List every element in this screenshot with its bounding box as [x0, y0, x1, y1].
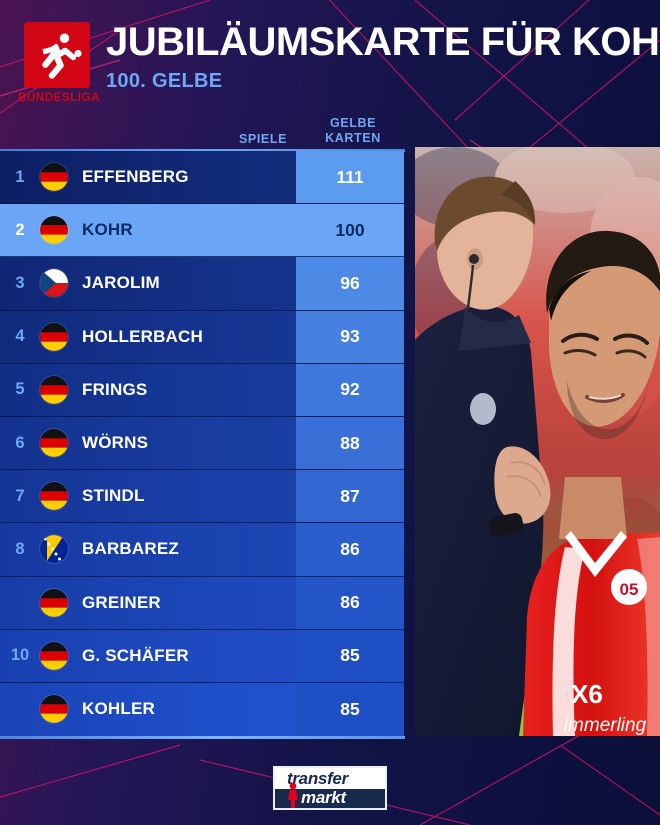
- table-row[interactable]: 2KOHR311100: [0, 204, 404, 258]
- svg-text:immerling: immerling: [564, 715, 647, 736]
- table-row[interactable]: 1EFFENBERG370111: [0, 151, 404, 205]
- player-name: KOHR: [82, 220, 133, 240]
- table-row[interactable]: GREINER33086: [0, 576, 404, 630]
- transfermarkt-figure-icon: [288, 782, 298, 808]
- column-header-games: SPIELE: [238, 132, 288, 146]
- bundesliga-logo: BUNDESLIGA: [18, 22, 101, 104]
- cards-value: 86: [296, 576, 404, 629]
- flag-icon: [40, 216, 68, 245]
- table-bottom-divider: [0, 736, 405, 739]
- table-row[interactable]: 4HOLLERBACH22393: [0, 310, 404, 364]
- cards-value: 100: [296, 204, 404, 257]
- flag-icon: [40, 375, 68, 404]
- column-header-cards-line1: GELBE: [329, 116, 377, 130]
- cards-value: 111: [296, 151, 404, 204]
- player-name: STINDL: [82, 486, 145, 506]
- cards-value: 86: [296, 523, 404, 576]
- row-rank: 3: [15, 273, 25, 292]
- row-rank: 5: [15, 380, 25, 399]
- row-rank: 8: [15, 539, 25, 558]
- player-name: JAROLIM: [82, 273, 160, 293]
- row-rank: 4: [15, 327, 25, 346]
- player-name: BARBAREZ: [82, 539, 179, 559]
- flag-icon: [40, 588, 68, 617]
- ranking-table: 1EFFENBERG3701112KOHR3111003JAROLIM31896…: [0, 151, 404, 737]
- header: BUNDESLIGA JUBILÄUMSKARTE FÜR KOHR 100. …: [0, 0, 660, 118]
- transfermarkt-logo-band: [275, 767, 385, 789]
- page-subtitle: 100. GELBE: [106, 70, 223, 92]
- row-rank: 2: [15, 220, 25, 239]
- column-header-cards-line2: KARTEN: [325, 131, 381, 145]
- table-row[interactable]: 10G. SCHÄFER37385: [0, 629, 404, 683]
- page-title: JUBILÄUMSKARTE FÜR KOHR: [106, 20, 660, 64]
- svg-text:X6: X6: [571, 679, 603, 709]
- cards-value: 96: [296, 257, 404, 310]
- cards-value: 85: [296, 629, 404, 682]
- cards-value: 88: [296, 416, 404, 470]
- cards-value: 93: [296, 310, 404, 363]
- flag-icon: [40, 482, 68, 511]
- header-titles: JUBILÄUMSKARTE FÜR KOHR 100. GELBE: [106, 18, 660, 93]
- table-row[interactable]: 6WÖRNS46988: [0, 416, 404, 471]
- bundesliga-wordmark: BUNDESLIGA: [18, 92, 101, 104]
- player-name: HOLLERBACH: [82, 326, 203, 346]
- player-name: GREINER: [82, 592, 161, 612]
- transfermarkt-logo-line1: transfer: [287, 768, 348, 788]
- cards-value: 92: [296, 363, 404, 416]
- table-row[interactable]: 8BARBAREZ33086: [0, 523, 404, 577]
- player-name: EFFENBERG: [82, 167, 189, 187]
- column-header-cards: GELBE KARTEN: [305, 116, 401, 146]
- player-name: G. SCHÄFER: [82, 645, 189, 665]
- flag-icon: [40, 429, 68, 458]
- transfermarkt-logo-line2: markt: [301, 787, 346, 807]
- table-row[interactable]: 3JAROLIM31896: [0, 257, 404, 311]
- flag-icon: [40, 269, 68, 298]
- cards-value: 85: [296, 682, 404, 737]
- svg-text:05: 05: [620, 580, 639, 599]
- table-top-divider: [0, 149, 405, 152]
- table-column-headers: SPIELE GELBE KARTEN: [0, 104, 410, 148]
- flag-icon: [40, 535, 68, 564]
- row-rank: 6: [15, 433, 25, 452]
- row-rank: 1: [15, 167, 25, 186]
- cards-value: 87: [296, 470, 404, 523]
- player-name: WÖRNS: [82, 433, 149, 453]
- transfermarkt-logo[interactable]: transfer markt: [273, 765, 387, 810]
- table-row[interactable]: KOHLER39885: [0, 682, 404, 737]
- flag-icon: [40, 322, 68, 351]
- table-row[interactable]: 7STINDL37687: [0, 470, 404, 524]
- flag-icon: [40, 641, 68, 670]
- row-rank: 10: [10, 646, 30, 665]
- row-rank: 7: [15, 486, 25, 505]
- table-row[interactable]: 5FRINGS40292: [0, 363, 404, 417]
- player-name: KOHLER: [82, 699, 155, 719]
- player-name: FRINGS: [82, 379, 148, 399]
- flag-icon: [40, 163, 68, 192]
- flag-icon: [40, 695, 68, 724]
- bundesliga-mark-icon: [24, 22, 90, 88]
- footer: transfer markt: [0, 750, 660, 825]
- referee-and-player-photo: 05 X6 immerling: [415, 147, 660, 736]
